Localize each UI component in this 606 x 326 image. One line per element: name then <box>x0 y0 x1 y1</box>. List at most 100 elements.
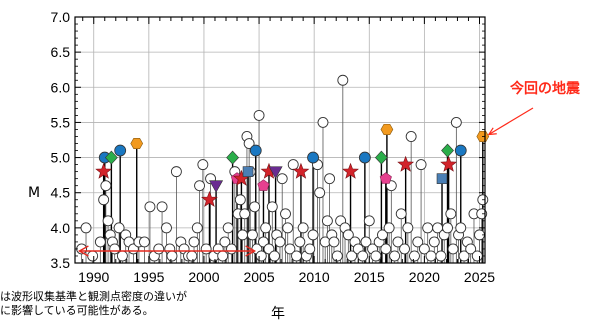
marked-event-triangle-down <box>209 180 224 193</box>
event-point <box>255 250 267 262</box>
event-point <box>450 116 462 128</box>
marked-event-star <box>95 162 113 179</box>
annotation-label: 今回の地震 <box>509 80 581 97</box>
x-tick-label: 2010 <box>299 269 330 285</box>
x-tick-label: 2015 <box>354 269 385 285</box>
period-arrow-right-head <box>245 245 257 257</box>
marked-event-star <box>397 155 415 172</box>
event-point <box>314 187 326 199</box>
marked-event-star <box>440 155 458 172</box>
event-point <box>360 236 372 248</box>
event-point <box>249 201 261 213</box>
event-point <box>418 243 430 255</box>
y-tick-label: 7.0 <box>51 9 71 25</box>
event-point <box>87 250 99 262</box>
event-point <box>415 159 427 171</box>
event-point <box>425 250 437 262</box>
event-point <box>269 250 280 262</box>
event-point <box>280 208 291 220</box>
footnote-line-2: に影響している可能性がある。 <box>0 303 154 317</box>
footnote-line-1: は波形収集基準と観測点密度の違いが <box>0 289 187 303</box>
event-point <box>94 236 106 248</box>
x-tick-label: 1990 <box>78 269 109 285</box>
event-point <box>324 173 336 185</box>
event-point <box>186 250 198 262</box>
event-point <box>170 166 182 178</box>
event-point <box>239 208 251 220</box>
event-point <box>243 138 255 149</box>
period-arrow <box>77 245 257 257</box>
marked-event-circle <box>307 151 319 164</box>
x-axis-label: 年 <box>271 306 285 322</box>
event-point <box>109 243 121 255</box>
event-point <box>428 236 440 248</box>
annotation-arrow <box>488 107 534 136</box>
event-point <box>389 250 401 262</box>
event-point <box>191 222 203 234</box>
x-tick-label: 2005 <box>243 269 274 285</box>
x-tick-label: 2000 <box>188 269 219 285</box>
event-point <box>307 229 319 241</box>
event-point <box>405 131 417 142</box>
event-point <box>116 250 128 262</box>
y-tick-label: 5.0 <box>51 150 71 166</box>
event-point <box>337 74 349 86</box>
event-point <box>328 236 340 248</box>
period-arrow-left-head <box>77 245 89 257</box>
event-point <box>331 250 343 262</box>
y-tick-label: 4.0 <box>51 220 71 236</box>
marked-event-square <box>242 166 254 177</box>
event-point <box>274 236 286 248</box>
event-point <box>399 243 410 255</box>
event-point <box>380 243 392 255</box>
marked-event-diamond <box>374 150 388 165</box>
marked-event-hexagon <box>130 138 144 150</box>
event-point <box>166 250 178 262</box>
y-tick-label: 6.0 <box>51 79 71 95</box>
event-point <box>357 250 369 262</box>
event-point <box>276 173 288 185</box>
marked-event-square <box>436 173 448 184</box>
x-tick-label: 1995 <box>133 269 164 285</box>
event-point <box>226 243 237 255</box>
event-point <box>294 236 306 248</box>
event-point <box>200 243 212 255</box>
event-point <box>465 243 477 255</box>
event-point <box>442 222 453 234</box>
event-point <box>282 222 294 234</box>
event-point <box>377 229 388 241</box>
marked-event-pentagon <box>257 179 270 191</box>
x-tick-label: 2020 <box>409 269 440 285</box>
event-point <box>297 222 309 234</box>
event-point <box>260 222 272 234</box>
event-point <box>445 208 457 220</box>
y-tick-label: 6.5 <box>51 44 71 60</box>
event-point <box>197 159 209 171</box>
event-point <box>138 236 150 248</box>
event-point <box>435 250 447 262</box>
event-point <box>363 215 375 227</box>
event-point <box>253 109 265 121</box>
marked-event-star <box>292 162 310 179</box>
marked-event-hexagon <box>380 123 394 135</box>
event-point <box>144 201 156 213</box>
event-point <box>234 194 246 206</box>
event-point <box>392 236 404 248</box>
event-point <box>476 208 488 220</box>
event-point <box>370 250 382 262</box>
marked-event-diamond <box>226 150 240 165</box>
y-tick-label: 3.5 <box>51 255 71 271</box>
marked-event-diamond <box>441 143 454 158</box>
event-point <box>455 222 467 234</box>
event-point <box>156 201 168 213</box>
event-point <box>402 222 414 234</box>
event-point <box>153 243 165 255</box>
marked-event-circle <box>249 144 262 157</box>
event-point <box>266 201 278 213</box>
marker-layer <box>76 74 490 262</box>
x-tick-labels: 1990 1995 2000 2005 2010 2015 2020 2025 <box>78 269 495 285</box>
tick-layer <box>75 16 485 264</box>
event-point <box>102 215 114 227</box>
event-point <box>113 222 125 234</box>
